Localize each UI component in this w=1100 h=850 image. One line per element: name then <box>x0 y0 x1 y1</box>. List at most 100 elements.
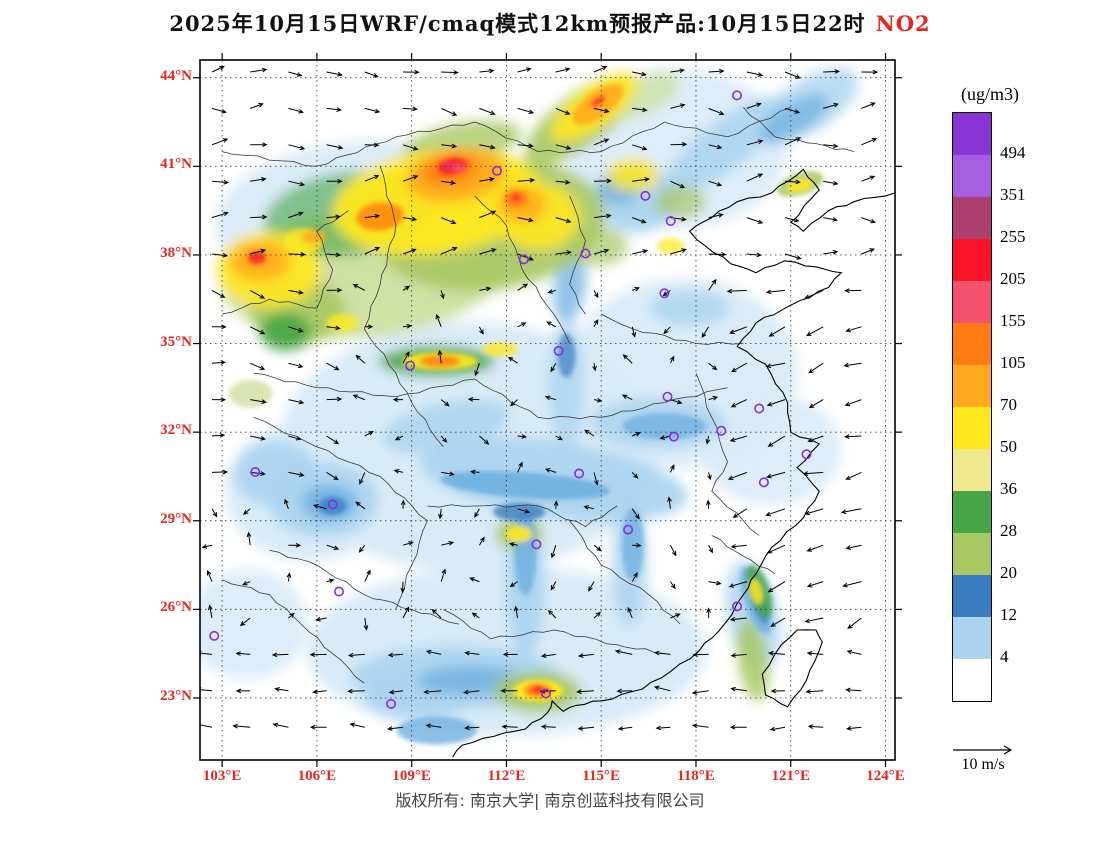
wind-arrow <box>662 289 671 297</box>
wind-arrow <box>631 432 641 437</box>
wind-arrow <box>288 542 302 548</box>
wind-arrow <box>768 326 786 337</box>
wind-arrow <box>845 326 862 333</box>
wind-arrow <box>211 289 226 298</box>
wind-arrow <box>352 283 366 291</box>
wind-arrow <box>435 313 442 327</box>
x-tick-label: 109°E <box>392 768 431 784</box>
city-marker <box>662 391 673 402</box>
wind-arrow <box>211 508 218 518</box>
wind-arrow <box>250 142 268 147</box>
wind-arrow <box>288 399 305 405</box>
wind-arrow <box>288 107 304 114</box>
city-marker <box>531 539 542 550</box>
wind-arrow <box>326 396 343 402</box>
wind-arrow <box>861 138 878 146</box>
wind-arrow <box>479 68 495 74</box>
wind-arrow <box>250 67 268 73</box>
wind-arrow <box>766 471 786 479</box>
wind-arrow <box>517 107 535 114</box>
wind-arrow <box>388 689 404 695</box>
city-marker <box>209 630 220 641</box>
x-tick-label: 115°E <box>582 768 621 784</box>
wind-arrow <box>807 724 824 730</box>
field-blob <box>736 617 769 702</box>
wind-arrow <box>355 354 366 364</box>
wind-arrow <box>746 71 764 77</box>
wind-arrow <box>250 177 267 182</box>
wind-arrow <box>441 143 458 149</box>
wind-arrow <box>823 102 840 109</box>
wind-arrow <box>364 569 371 582</box>
wind-arrow <box>540 724 556 730</box>
wind-arrow <box>593 107 610 114</box>
wind-arrow <box>246 531 252 546</box>
wind-arrow <box>730 399 748 408</box>
wind-arrow <box>746 173 764 182</box>
wind-arrow <box>288 362 304 369</box>
wind-arrow <box>200 687 213 693</box>
wind-arrow <box>431 608 442 619</box>
wind-arrow <box>438 508 443 520</box>
wind-arrow <box>708 107 725 116</box>
wind-arrow <box>326 471 339 481</box>
wind-arrow <box>729 616 747 622</box>
wind-arrow <box>622 354 633 364</box>
wind-arrow <box>706 607 711 618</box>
wind-arrow <box>208 604 213 619</box>
wind-arrow <box>708 544 713 554</box>
wind-arrow <box>670 248 687 255</box>
wind-arrow <box>479 435 490 445</box>
wind-scale-arrow <box>953 745 1013 755</box>
field-blob <box>590 95 606 108</box>
wind-arrow <box>708 251 727 257</box>
field-blob <box>749 578 763 605</box>
wind-arrow <box>201 544 213 549</box>
y-tick-label: 38°N <box>160 244 192 261</box>
wind-arrow <box>555 435 564 441</box>
wind-arrow <box>632 249 649 255</box>
field-blob <box>420 355 461 368</box>
wind-arrow <box>239 617 251 627</box>
wind-arrow <box>617 726 633 731</box>
wind-arrow <box>288 326 304 333</box>
wind-arrow <box>235 688 251 694</box>
wind-arrow <box>669 581 676 590</box>
legend-band <box>953 155 991 197</box>
wind-arrow <box>440 568 447 582</box>
wind-arrow <box>766 544 786 554</box>
wind-arrow <box>728 581 747 588</box>
wind-arrow <box>730 686 747 692</box>
wind-arrow <box>670 613 681 619</box>
wind-arrow <box>840 508 862 515</box>
legend-value-label: 50 <box>1000 437 1017 456</box>
wind-arrow <box>211 107 227 114</box>
legend-value-label: 36 <box>1000 479 1017 498</box>
field-blob <box>318 496 347 515</box>
field-blob <box>663 95 786 196</box>
wind-arrow <box>555 217 572 224</box>
wind-arrow <box>249 289 266 299</box>
wind-arrow <box>631 508 640 520</box>
wind-arrow <box>593 290 599 299</box>
wind-arrow <box>402 175 419 182</box>
legend-value-label: 494 <box>1000 143 1026 162</box>
wind-arrow <box>708 144 723 150</box>
wind-arrow <box>312 689 327 695</box>
wind-arrow <box>746 102 762 109</box>
wind-arrow <box>400 499 406 509</box>
taiwan-coastline <box>761 629 823 708</box>
wind-arrow <box>845 687 862 693</box>
wind-arrow <box>547 609 557 619</box>
wind-arrow <box>708 395 719 401</box>
wind-arrow <box>766 399 786 407</box>
wind-arrow <box>842 581 862 588</box>
x-tick-label: 106°E <box>297 768 337 784</box>
wind-arrow <box>806 544 824 552</box>
x-tick-label: 103°E <box>202 768 242 784</box>
field-blob <box>621 508 644 581</box>
wind-arrow <box>402 216 418 222</box>
wind-arrow <box>517 322 527 328</box>
legend-band <box>953 617 991 659</box>
wind-arrow <box>402 351 410 364</box>
